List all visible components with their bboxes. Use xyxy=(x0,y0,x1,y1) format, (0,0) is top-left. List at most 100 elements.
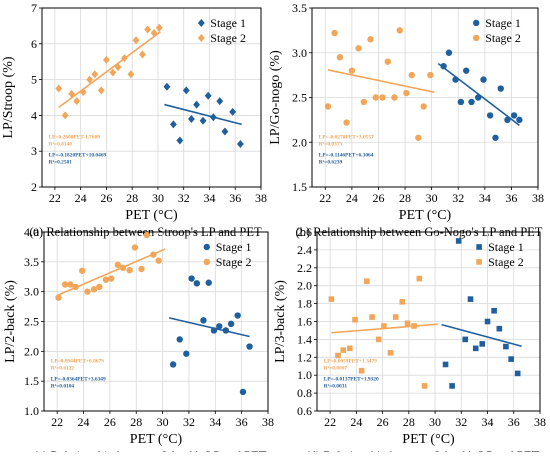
x-axis-label: PET (°C) xyxy=(402,432,455,447)
y-axis-label: LP/Go-nogo (%) xyxy=(268,50,283,145)
data-point xyxy=(516,116,523,124)
data-point xyxy=(79,267,86,274)
y-tick-label: 0.6 xyxy=(297,404,312,418)
y-tick-label: 2.0 xyxy=(297,279,312,293)
data-point xyxy=(86,75,94,84)
data-point xyxy=(246,343,253,350)
data-point xyxy=(127,70,135,79)
legend-label: Stage 1 xyxy=(488,240,524,254)
data-point xyxy=(415,134,422,141)
data-point xyxy=(170,120,177,129)
data-point xyxy=(204,91,212,100)
fit-r2: R²=0.0373 xyxy=(319,142,343,148)
data-point xyxy=(183,350,190,357)
panel-c: 22 24 26 28 30 32 34 36 38 1.0 1.5 2.0 2.5 3.0 3.5 4.0 P… xyxy=(3,225,274,457)
data-point xyxy=(163,82,171,91)
x-tick-label: 34 xyxy=(203,191,215,205)
data-point xyxy=(360,98,368,106)
legend-marker xyxy=(203,258,210,266)
x-tick-label: 34 xyxy=(482,415,494,429)
data-point xyxy=(492,134,499,141)
data-point xyxy=(188,275,195,282)
plot-frame xyxy=(43,231,269,412)
x-tick-label: 30 xyxy=(429,415,441,429)
x-tick-label: 22 xyxy=(324,415,336,429)
data-point xyxy=(396,27,403,34)
data-point xyxy=(79,88,87,97)
y-axis-label: LP/3-back (%) xyxy=(273,280,288,363)
x-tick-label: 30 xyxy=(157,415,169,429)
data-point xyxy=(176,136,184,145)
data-point xyxy=(411,323,417,329)
data-point xyxy=(352,316,358,323)
trend-line-1 xyxy=(164,103,242,126)
x-tick-label: 32 xyxy=(455,415,467,429)
data-point xyxy=(126,266,133,274)
data-point xyxy=(467,296,474,302)
data-point xyxy=(372,94,380,101)
fit-r2: R²=0.6122 xyxy=(51,366,75,372)
data-point xyxy=(182,86,190,95)
data-point xyxy=(480,76,487,83)
x-tick-label: 24 xyxy=(78,415,90,429)
y-tick-label: 3.5 xyxy=(292,1,307,15)
data-point xyxy=(416,275,423,282)
x-tick-label: 38 xyxy=(532,191,544,205)
data-point xyxy=(427,71,434,79)
legend-label: Stage 2 xyxy=(488,255,524,269)
plot-frame xyxy=(41,7,262,188)
y-tick-label: 2.6 xyxy=(297,225,312,239)
data-point xyxy=(205,279,212,286)
data-point xyxy=(108,275,115,282)
data-point xyxy=(90,286,98,293)
legend-marker xyxy=(476,244,482,250)
x-tick-label: 32 xyxy=(452,191,464,205)
data-point xyxy=(155,23,163,32)
x-tick-label: 36 xyxy=(508,415,520,429)
fit-equation: LP=0.0059PET+1.3479 xyxy=(324,359,377,365)
data-point xyxy=(73,97,81,106)
data-point xyxy=(364,278,370,285)
data-point xyxy=(455,238,462,244)
x-tick-label: 34 xyxy=(479,191,491,205)
data-point xyxy=(358,367,365,374)
data-point xyxy=(210,327,218,334)
data-point xyxy=(209,113,217,122)
data-point xyxy=(200,317,207,324)
legend-label: Stage 2 xyxy=(210,31,246,45)
data-point xyxy=(468,98,475,106)
y-tick-label: 2 xyxy=(31,180,37,194)
data-point xyxy=(399,299,406,305)
data-point xyxy=(324,103,332,110)
data-point xyxy=(449,383,455,389)
y-tick-label: 2.2 xyxy=(297,261,312,275)
data-point xyxy=(72,283,79,291)
x-tick-label: 24 xyxy=(75,191,87,205)
data-point xyxy=(336,54,344,61)
data-point xyxy=(514,370,521,377)
data-point xyxy=(421,383,428,389)
y-tick-label: 5 xyxy=(31,73,37,87)
y-tick-label: 4.0 xyxy=(24,225,39,239)
x-tick-label: 30 xyxy=(152,191,164,205)
data-point xyxy=(408,71,415,79)
data-point xyxy=(379,94,386,101)
fit-equation: LP=-0.0137PET+1.9320 xyxy=(324,377,379,383)
data-point xyxy=(114,261,121,269)
legend-marker xyxy=(197,33,205,42)
fit-r2: R²=0.6239 xyxy=(319,160,343,166)
y-tick-label: 2.4 xyxy=(297,243,312,257)
panel-d: 22 24 26 28 30 32 34 36 38 0.6 0.8 1.0 1.2 1.4 1.6 1.8 2… xyxy=(273,225,546,457)
data-point xyxy=(496,325,503,332)
data-point xyxy=(61,281,69,288)
data-point xyxy=(375,336,382,343)
fit-r2: R²=0.8140 xyxy=(49,142,73,148)
data-point xyxy=(193,280,201,287)
data-point xyxy=(474,94,482,101)
trend-line-2 xyxy=(58,31,161,108)
plot-frame xyxy=(311,7,539,188)
x-tick-label: 32 xyxy=(183,415,195,429)
x-tick-label: 32 xyxy=(178,191,190,205)
